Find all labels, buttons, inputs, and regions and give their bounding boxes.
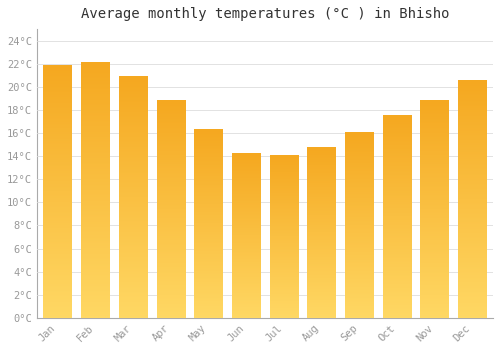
Bar [119,76,147,318]
Title: Average monthly temperatures (°C ) in Bhisho: Average monthly temperatures (°C ) in Bh… [80,7,449,21]
Bar [194,130,222,318]
Bar [270,155,298,318]
Bar [383,116,411,318]
Bar [458,80,486,318]
Bar [232,154,260,318]
Bar [345,132,374,318]
Bar [420,101,449,318]
Bar [44,65,72,318]
Bar [81,63,110,318]
Bar [308,147,336,318]
Bar [156,101,185,318]
